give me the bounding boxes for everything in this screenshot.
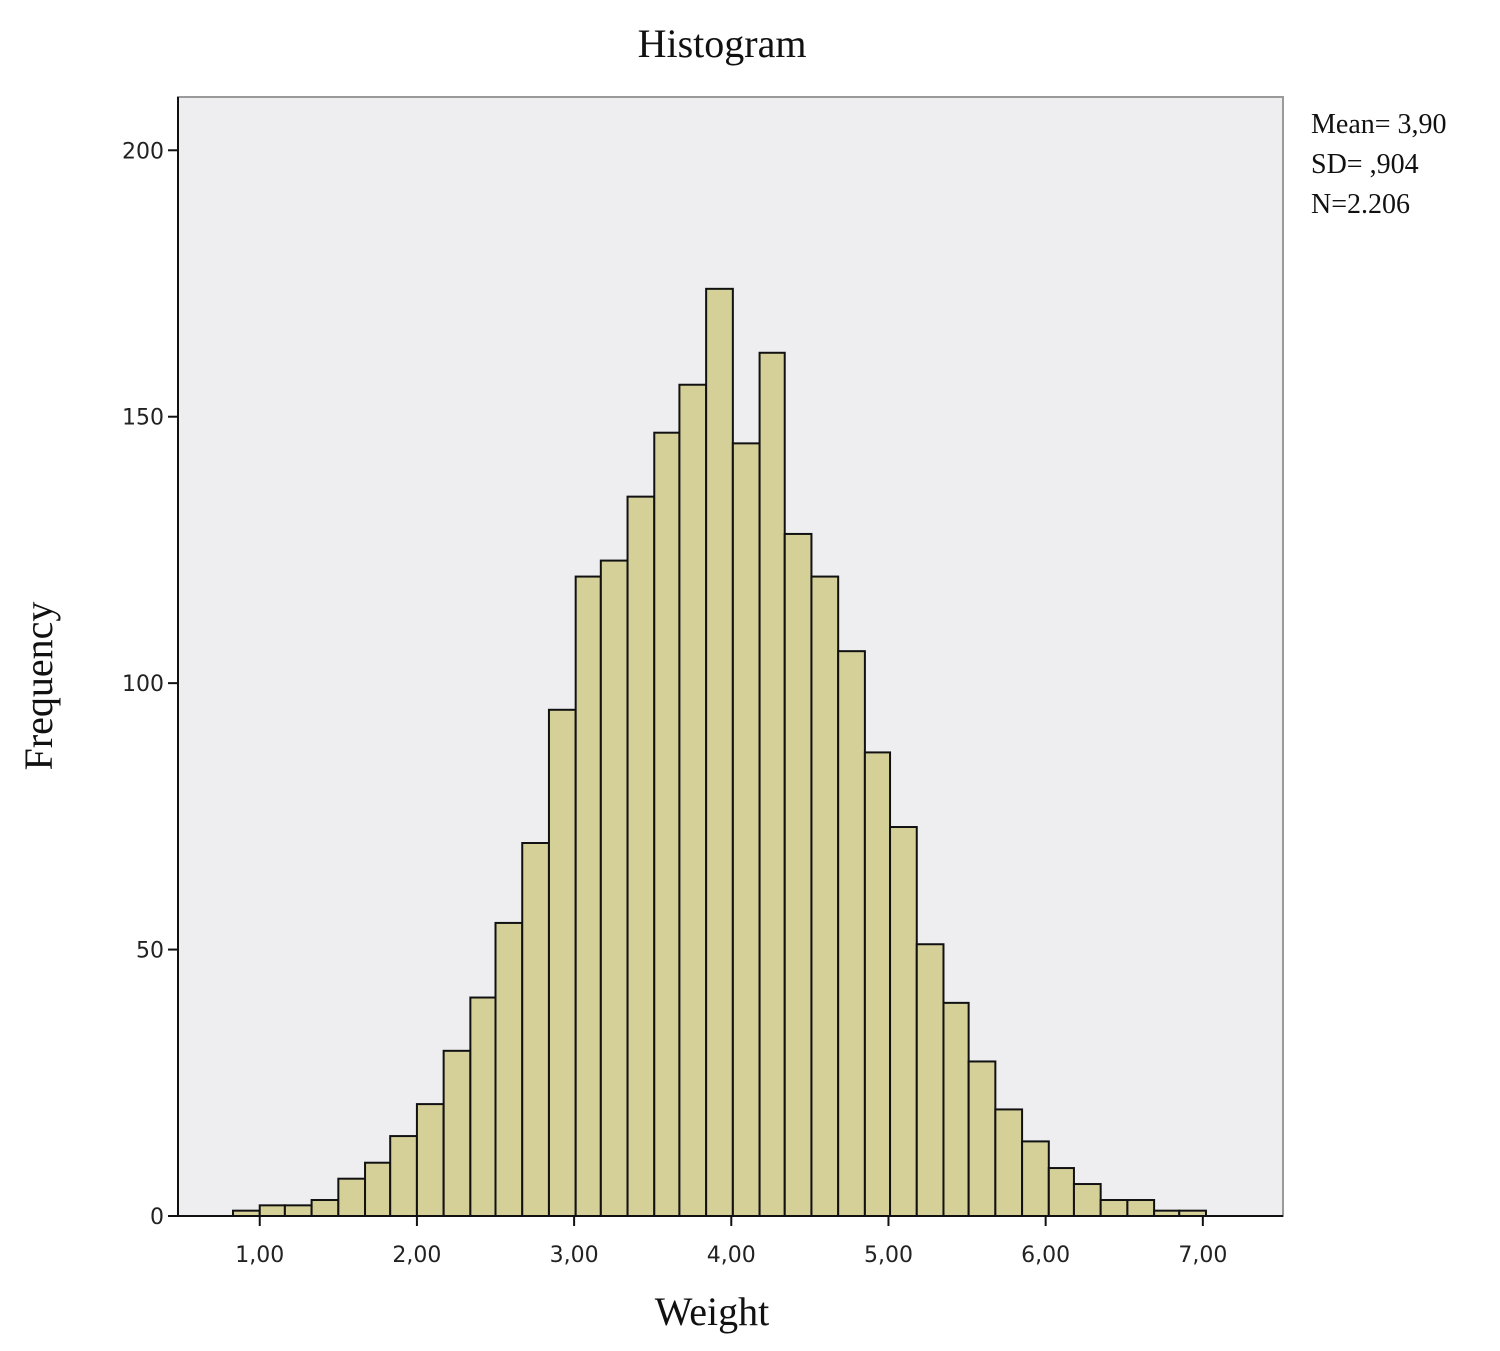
bar [705,287,734,1218]
bar [521,842,550,1217]
bar [310,1199,340,1217]
bar [547,708,577,1217]
y-tick-label: 50 [136,939,164,964]
x-tick-label: 4,00 [707,1243,756,1268]
bar [758,351,786,1217]
bar [837,650,866,1217]
bar [1047,1167,1075,1217]
bar [389,1135,418,1217]
y-tick-label: 150 [122,406,164,431]
y-tick-label: 0 [150,1205,164,1230]
bar [283,1204,313,1218]
bar [942,1001,970,1217]
bar [731,442,761,1218]
bar [967,1060,997,1217]
bar [599,559,629,1217]
x-tick-label: 5,00 [864,1243,913,1268]
y-tick-label: 100 [122,672,164,697]
bar [442,1049,472,1218]
bar [469,996,497,1217]
stats-annotation: N=2.206 [1311,189,1410,220]
bar [415,1103,445,1217]
stats-annotation: Mean= 3,90 [1311,109,1447,140]
bar [1099,1199,1129,1217]
bar [258,1204,286,1218]
bar [810,575,840,1217]
bar [337,1177,367,1217]
x-tick-label: 7,00 [1178,1243,1227,1268]
bar [783,532,813,1217]
bar [1126,1199,1156,1217]
bar [1021,1140,1050,1218]
bar [1072,1183,1102,1217]
bar [626,495,656,1217]
chart-title: Histogram [638,21,807,66]
bar [889,826,918,1217]
bar [994,1108,1024,1218]
x-tick-label: 1,00 [235,1243,284,1268]
x-tick-label: 3,00 [550,1243,599,1268]
bar [494,921,524,1218]
bar [863,751,892,1218]
stats-annotation: SD= ,904 [1311,149,1419,180]
y-axis-label: Frequency [16,602,61,771]
bar [915,943,945,1217]
x-tick-label: 6,00 [1021,1243,1070,1268]
bar [364,1161,392,1217]
bar [574,575,602,1217]
y-tick-label: 200 [122,139,164,164]
bar [678,383,708,1217]
x-tick-label: 2,00 [392,1243,441,1268]
bar [653,431,681,1217]
x-axis-label: Weight [655,1289,770,1334]
